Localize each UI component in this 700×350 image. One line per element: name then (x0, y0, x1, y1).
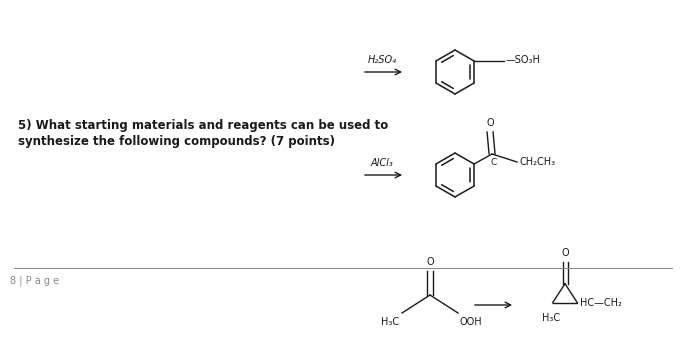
Text: synthesize the following compounds? (7 points): synthesize the following compounds? (7 p… (18, 135, 335, 148)
Text: AlCl₃: AlCl₃ (370, 158, 393, 168)
Text: H₃C: H₃C (542, 313, 560, 323)
Text: CH₂CH₃: CH₂CH₃ (519, 157, 555, 167)
Text: O: O (426, 257, 434, 267)
Text: O: O (486, 118, 494, 128)
Text: H₃C: H₃C (381, 317, 399, 327)
Text: HC—CH₂: HC—CH₂ (580, 298, 622, 308)
Text: —SO₃H: —SO₃H (505, 55, 540, 65)
Text: OOH: OOH (460, 317, 482, 327)
Text: C: C (491, 158, 497, 167)
Text: 5) What starting materials and reagents can be used to: 5) What starting materials and reagents … (18, 119, 388, 132)
Text: H₂SO₄: H₂SO₄ (368, 55, 396, 65)
Text: 8 | P a g e: 8 | P a g e (10, 275, 59, 286)
Text: O: O (561, 248, 569, 258)
